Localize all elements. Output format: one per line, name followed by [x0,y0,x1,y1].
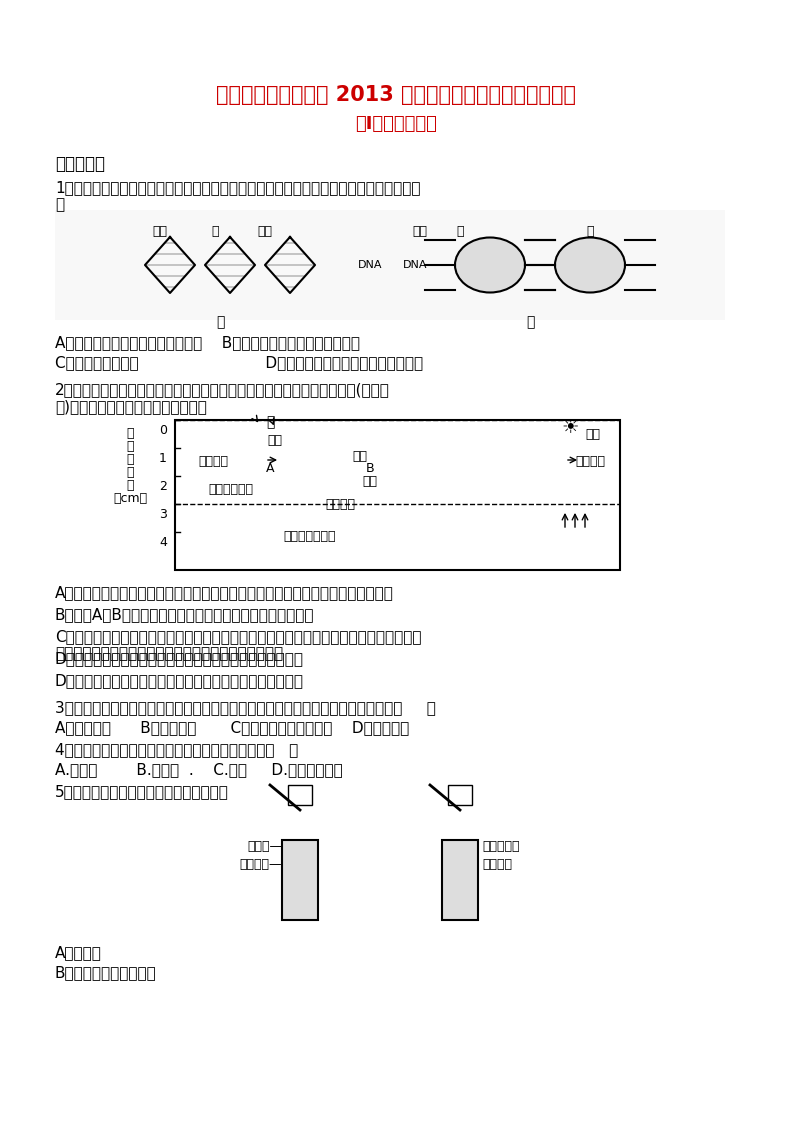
Text: 1: 1 [159,452,167,465]
Text: 一、选择题: 一、选择题 [55,155,105,173]
Text: 起点: 起点 [412,226,427,238]
Text: 1．下图甲、乙分别表示海蛋细胞内两种大分子化合物的合成过程。下列属于两者共同点的
是: 1．下图甲、乙分别表示海蛋细胞内两种大分子化合物的合成过程。下列属于两者共同点的… [55,180,420,212]
Text: 4: 4 [159,536,167,549]
FancyBboxPatch shape [288,785,312,804]
Text: 涟水金城外国语学校 2013 届高三下学期期初检测生物试题: 涟水金城外国语学校 2013 届高三下学期期初检测生物试题 [216,85,576,105]
Text: B．过氧化氢分解的速率: B．过氧化氢分解的速率 [55,965,157,980]
Text: 起点: 起点 [258,226,273,238]
Text: B: B [366,462,374,475]
Text: B．图中A、B分别表示的物质是氧气和二氧化碳、矿质元素等: B．图中A、B分别表示的物质是氧气和二氧化碳、矿质元素等 [55,607,315,622]
Ellipse shape [555,238,625,293]
Text: ☀: ☀ [561,419,579,438]
Text: A.受精卵        B.原肠胚  .    C.胚胎     D.桑椹胚或囊胚: A.受精卵 B.原肠胚 . C.胚胎 D.桑椹胚或囊胚 [55,762,343,778]
Text: DNA: DNA [403,260,427,270]
Text: 起: 起 [586,226,594,238]
Text: 风: 风 [266,415,274,429]
Text: 过氧化氢—: 过氧化氢— [239,858,282,871]
Text: 衰亡细胞: 衰亡细胞 [325,498,355,511]
Text: 过氧化氢: 过氧化氢 [482,858,512,871]
FancyBboxPatch shape [175,420,620,570]
Text: C．均需要消耗能量                          D．均具有半保留、多起点复制的特点: C．均需要消耗能量 D．均具有半保留、多起点复制的特点 [55,355,423,370]
Text: 能沉淀的固体: 能沉淀的固体 [208,482,253,496]
Text: 甲: 甲 [216,315,224,329]
Text: A．氧化塘实现净化污水的原理是主要利用细菌和藻类的寄生关系来分解有机污染物: A．氧化塘实现净化污水的原理是主要利用细菌和藻类的寄生关系来分解有机污染物 [55,585,394,600]
Text: 面: 面 [126,453,134,466]
Text: 距: 距 [126,427,134,440]
Text: DNA: DNA [358,260,382,270]
Text: 乙: 乙 [526,315,534,329]
Text: 阳光: 阳光 [585,427,600,441]
Text: 3．在观察洋葱根尖细胞有丝分裂的过程中，你观察时，处于哪一个时期的细胞最多（     ）: 3．在观察洋葱根尖细胞有丝分裂的过程中，你观察时，处于哪一个时期的细胞最多（ ） [55,700,436,715]
Text: 污泥中的微生物: 污泥中的微生物 [284,530,336,543]
FancyBboxPatch shape [55,210,725,320]
Text: 氧气: 氧气 [267,434,282,447]
Text: 过氧化氢酶: 过氧化氢酶 [482,840,519,853]
Text: D．由图示看，氧化塘净化污水的途径有物理沉降和生物分解: D．由图示看，氧化塘净化污水的途径有物理沉降和生物分解 [55,651,304,666]
Text: 氯化铁—: 氯化铁— [247,840,282,853]
Text: 2．图示为利用自然生态系统净化污水的一种大面积、敞开式污水处理池塘(即氧化
塘)。请据图分析下列叙述中错误的是: 2．图示为利用自然生态系统净化污水的一种大面积、敞开式污水处理池塘(即氧化 塘)… [55,381,390,414]
Text: 水: 水 [126,440,134,453]
Text: C．随着距水面深度的不断增加，不同水层微生物的新陈代谢类型也在发生着变化，其中它
们的异化作用类型的变化是需氧型、兼性厌氧型、厌氧型: C．随着距水面深度的不断增加，不同水层微生物的新陈代谢类型也在发生着变化，其中它… [55,629,422,661]
Text: 藻类: 藻类 [353,450,367,463]
Text: A．催化剂: A．催化剂 [55,945,102,960]
FancyBboxPatch shape [282,840,318,920]
Text: 深: 深 [126,466,134,479]
Text: 0: 0 [159,424,167,436]
Text: 细菌: 细菌 [362,475,377,488]
FancyBboxPatch shape [448,785,472,804]
Text: 3: 3 [159,508,167,521]
FancyBboxPatch shape [442,840,478,920]
Text: 处理出水: 处理出水 [575,456,605,468]
Text: 度: 度 [126,479,134,493]
Text: A．分裂中期      B．分裂后期       C．分裂前期或分裂末期    D．分裂间期: A．分裂中期 B．分裂后期 C．分裂前期或分裂末期 D．分裂间期 [55,720,409,735]
Ellipse shape [455,238,525,293]
Text: 酶: 酶 [456,226,464,238]
Text: A: A [266,462,274,475]
Text: 流入污水: 流入污水 [198,456,228,468]
Text: （cm）: （cm） [113,493,147,505]
Text: 4．进行胚胎分割时，应选择发育良好，形态正常的（   ）: 4．进行胚胎分割时，应选择发育良好，形态正常的（ ） [55,742,298,757]
Text: 酶: 酶 [211,226,219,238]
Text: 起点: 起点 [152,226,167,238]
Text: D．由图示看，氧化塘净化污水的途径有物理沉降和生物分解: D．由图示看，氧化塘净化污水的途径有物理沉降和生物分解 [55,673,304,688]
Text: 第Ⅰ卷（选择题）: 第Ⅰ卷（选择题） [355,114,437,134]
Text: A．模板及碱基互补配对的方式相同    B．参与催化的酶及反应场所相同: A．模板及碱基互补配对的方式相同 B．参与催化的酶及反应场所相同 [55,335,360,350]
Text: 2: 2 [159,480,167,493]
Text: 5．在右图所示的实验中，属于自变量的是: 5．在右图所示的实验中，属于自变量的是 [55,784,229,799]
